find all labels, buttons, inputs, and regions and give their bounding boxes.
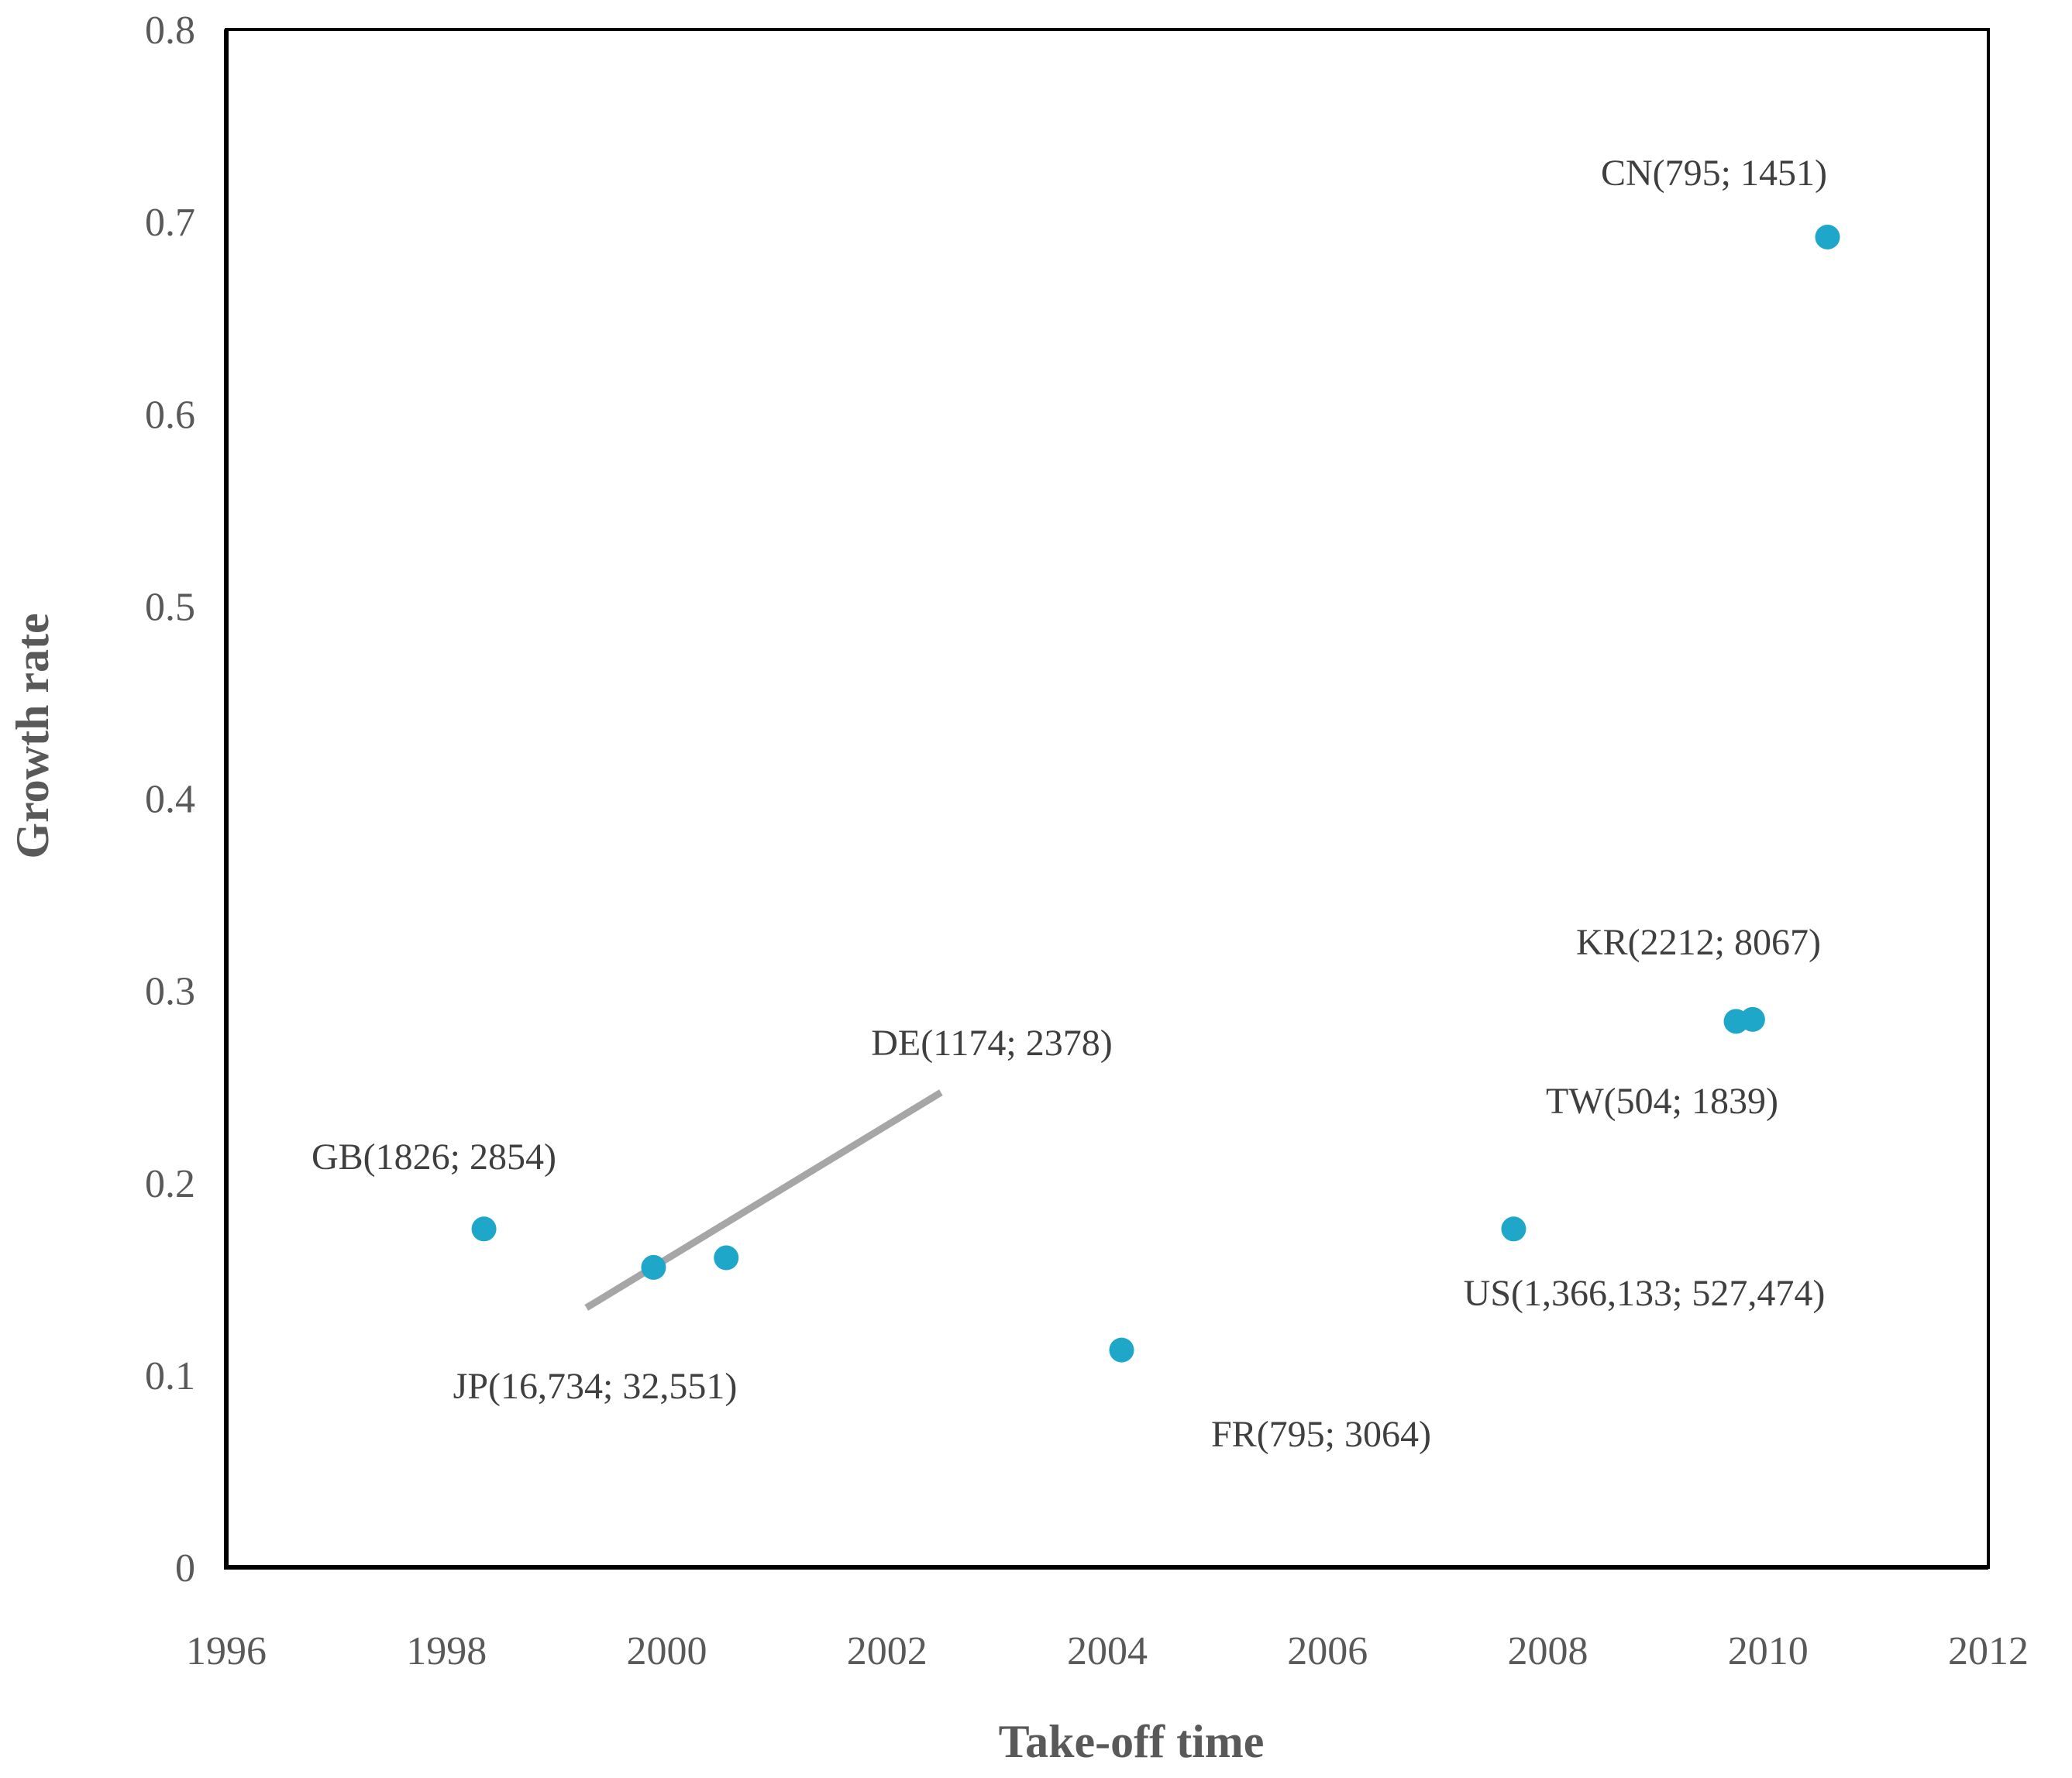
y-axis-title: Growth rate — [7, 613, 58, 858]
x-tick-label-2008: 2008 — [1508, 1629, 1588, 1673]
x-tick-label-2006: 2006 — [1287, 1629, 1368, 1673]
y-axis-tick-labels: 0 0.1 0.2 0.3 0.4 0.5 0.6 0.7 0.8 — [145, 9, 195, 1591]
plot-frame — [224, 28, 1990, 1570]
data-point-labels: GB(1826; 2854) JP(16,734; 32,551) DE(1174;… — [311, 153, 1827, 1455]
data-point-label-TW: TW(504; 1839) — [1546, 1081, 1778, 1122]
trend-line-segment — [584, 1089, 943, 1311]
x-tick-label-2012: 2012 — [1948, 1629, 2029, 1673]
y-tick-label-0.2: 0.2 — [145, 1162, 195, 1206]
data-point-label-US: US(1,366,133; 527,474) — [1464, 1273, 1826, 1314]
data-point-KR — [1740, 1006, 1765, 1032]
data-point-JP — [641, 1254, 666, 1280]
x-axis-tick-labels: 1996 1998 2000 2002 2004 2006 2008 2010 2012 — [186, 1629, 2029, 1673]
y-tick-label-0.7: 0.7 — [145, 201, 195, 245]
x-tick-label-2002: 2002 — [847, 1629, 928, 1673]
plot-border — [225, 28, 1990, 1569]
data-point-label-DE: DE(1174; 2378) — [871, 1023, 1113, 1064]
data-point-label-CN: CN(795; 1451) — [1601, 153, 1827, 194]
data-point-CN — [1815, 224, 1840, 249]
data-point-GB — [471, 1216, 497, 1242]
x-tick-label-2004: 2004 — [1067, 1629, 1148, 1673]
y-tick-label-0.1: 0.1 — [145, 1354, 195, 1398]
data-point-label-KR: KR(2212; 8067) — [1576, 922, 1821, 963]
y-tick-label-0.5: 0.5 — [145, 585, 195, 629]
data-points — [471, 224, 1840, 1363]
data-point-label-JP: JP(16,734; 32,551) — [453, 1366, 738, 1407]
x-tick-label-2000: 2000 — [627, 1629, 707, 1673]
x-axis-title: Take-off time — [999, 1716, 1265, 1767]
data-point-US — [1501, 1216, 1526, 1242]
x-tick-label-1998: 1998 — [406, 1629, 487, 1673]
x-tick-label-1996: 1996 — [186, 1629, 267, 1673]
data-point-FR — [1109, 1337, 1134, 1363]
trend-line — [584, 1089, 943, 1311]
x-tick-label-2010: 2010 — [1728, 1629, 1809, 1673]
data-point-label-FR: FR(795; 3064) — [1211, 1414, 1431, 1455]
y-tick-label-0.4: 0.4 — [145, 778, 195, 822]
y-tick-label-0: 0 — [175, 1546, 195, 1591]
data-point-label-GB: GB(1826; 2854) — [311, 1137, 556, 1178]
y-tick-label-0.6: 0.6 — [145, 393, 195, 437]
data-point-DE — [714, 1245, 739, 1271]
y-tick-label-0.8: 0.8 — [145, 9, 195, 53]
y-tick-label-0.3: 0.3 — [145, 970, 195, 1014]
